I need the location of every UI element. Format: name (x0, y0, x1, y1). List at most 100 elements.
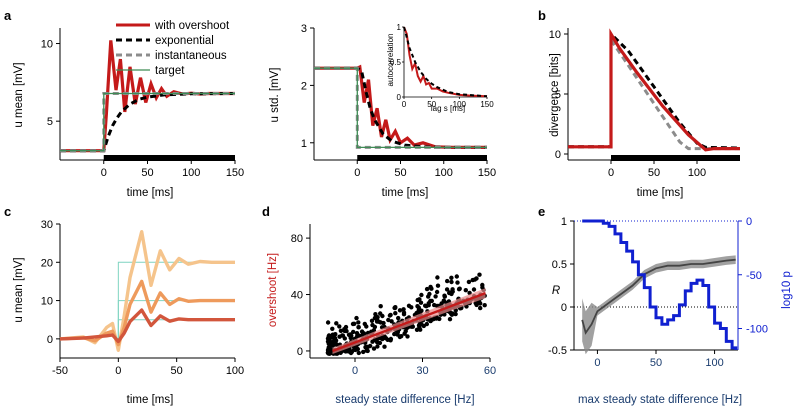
x-tick-label: -50 (52, 365, 68, 377)
inset-x-tick-label: 0 (402, 100, 407, 109)
scatter-point (330, 326, 335, 331)
stimulus-bar (357, 155, 487, 161)
y2-tick-label: -100 (746, 324, 768, 336)
y-tick-label: 80 (291, 233, 303, 245)
scatter-point (388, 312, 393, 318)
scatter-point (437, 316, 442, 322)
scatter-point (455, 280, 460, 285)
inset-autocorrelation: 0 50 100 150 0 0.5 1 (390, 23, 494, 109)
scatter-point (365, 348, 370, 354)
scatter-point (378, 311, 383, 316)
scatter-point (445, 278, 450, 284)
scatter-point (373, 312, 378, 317)
x-axis-label: max steady state difference [Hz] (578, 394, 742, 406)
x-axis-label: steady state difference [Hz] (335, 394, 474, 406)
x-tick-label: 100 (705, 357, 723, 369)
x-tick-label: 50 (650, 357, 662, 369)
x-tick-label: 100 (688, 167, 706, 179)
series-line-exponential (568, 30, 741, 150)
panel-label-a: a (4, 8, 12, 23)
scatter-point (406, 303, 412, 308)
x-axis-label: time [ms] (127, 187, 174, 199)
y-tick-label: 40 (291, 290, 303, 302)
y-tick-label: 10 (41, 296, 53, 308)
y-tick-label: 0 (297, 346, 303, 358)
scatter-point (343, 324, 349, 330)
scatter-point (415, 304, 420, 309)
series-line-step-5 (59, 308, 235, 344)
series-line-overshoot (568, 28, 740, 152)
panel-label-b: b (538, 8, 546, 23)
scatter-point (401, 310, 407, 315)
scatter-point (356, 320, 361, 325)
series-line-target (314, 67, 487, 149)
scatter-point (442, 293, 447, 298)
inset-line-exponential (403, 26, 488, 98)
scatter-point (397, 308, 403, 313)
scatter-point (333, 332, 338, 337)
scatter-point (338, 328, 344, 333)
y-tick-label: 2 (301, 80, 307, 92)
y2-tick-label: -50 (746, 270, 762, 282)
scatter-point (449, 275, 454, 280)
panel-label-c: c (4, 204, 11, 219)
x-axis-label: time [ms] (127, 394, 174, 406)
x-axis-label: time [ms] (637, 187, 684, 199)
legend-label-exponential: exponential (155, 35, 214, 47)
series-line-target (60, 92, 235, 152)
scatter-point (374, 319, 380, 324)
scatter-point (435, 283, 441, 288)
x-tick-label: 0 (352, 365, 358, 377)
scatter-point (375, 344, 380, 349)
legend-label-instantaneous: instantaneous (155, 50, 227, 62)
scatter-point (392, 305, 397, 311)
scatter-point (380, 336, 385, 342)
scatter-point (419, 292, 424, 298)
scatter-point (471, 287, 477, 292)
panel-d: d 0 30 60 0 40 80 steady state difference [Hz… (262, 204, 496, 406)
scatter-point (417, 297, 422, 302)
scatter-point (350, 321, 356, 327)
x-tick-label: 0 (594, 357, 600, 369)
scatter-point (365, 344, 371, 349)
target-line (117, 319, 235, 339)
r-confidence-band (582, 255, 736, 355)
y-tick-label: -0.5 (548, 345, 567, 357)
x-tick-label: 30 (416, 365, 428, 377)
series-line-log-p (582, 219, 738, 350)
fit-line (332, 291, 486, 353)
scatter-point (369, 318, 375, 323)
scatter-point (334, 321, 339, 326)
scatter-point (326, 348, 331, 353)
scatter-point (328, 343, 334, 348)
scatter-point (393, 311, 398, 316)
scatter-point (472, 277, 477, 282)
x-tick-label: 100 (182, 167, 200, 179)
scatter-point (349, 349, 354, 355)
y-tick-label: 30 (41, 219, 53, 231)
series-line-step-10 (59, 279, 235, 347)
scatter-point (416, 307, 422, 312)
panel-a: a 0 50 100 150 5 10 with overshoot exponentia… (4, 8, 244, 199)
y-axis-label: divergence [bits] (549, 53, 561, 137)
x-tick-label: 0 (115, 365, 121, 377)
y-axis-label: u mean [mV] (13, 257, 25, 322)
y-tick-label: 0 (47, 334, 53, 346)
scatter-point (370, 322, 375, 328)
scatter-point (444, 287, 450, 292)
panel-c: c -50 0 50 100 0 10 20 30 time [ms] u mean [mV] (4, 204, 244, 406)
legend-label-target: target (155, 65, 185, 77)
y-tick-label: 20 (41, 257, 53, 269)
x-tick-label: 50 (394, 167, 406, 179)
scatter-point (432, 302, 437, 308)
scatter-point (477, 272, 482, 277)
y-axis-label-right: log10 p (781, 271, 793, 309)
inset-background (404, 27, 487, 97)
scatter-point (364, 324, 369, 329)
inset-x-tick-label: 150 (480, 100, 494, 109)
scatter-point (386, 317, 391, 323)
y-tick-label: 10 (549, 29, 561, 41)
scatter-point (346, 332, 352, 337)
scatter-point (356, 325, 361, 330)
